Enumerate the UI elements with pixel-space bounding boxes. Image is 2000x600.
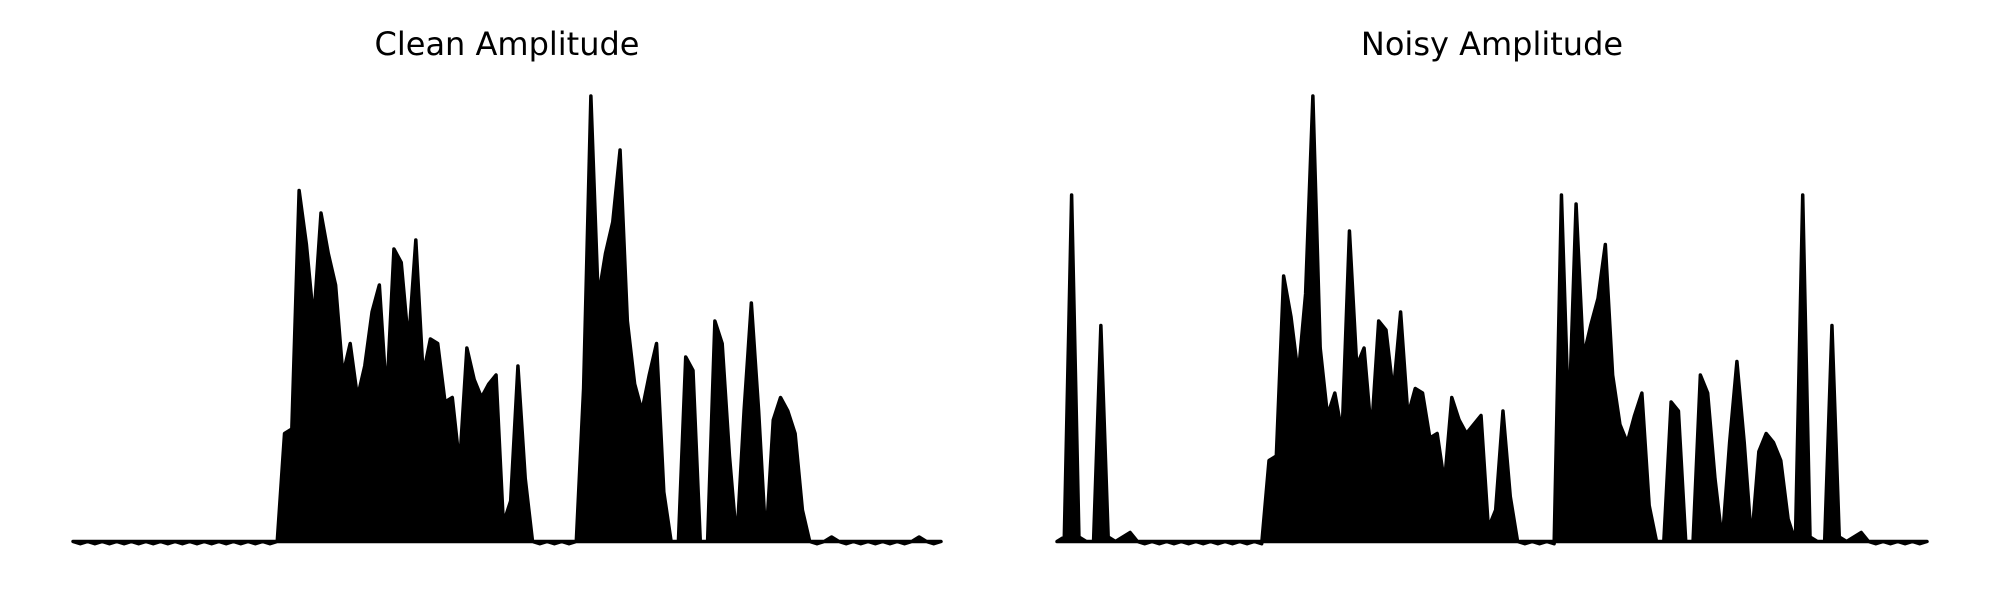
amplitude-area xyxy=(1055,94,1929,546)
amplitude-area xyxy=(71,94,943,546)
chart-title: Noisy Amplitude xyxy=(1361,25,1623,63)
chart-title: Clean Amplitude xyxy=(375,25,640,63)
